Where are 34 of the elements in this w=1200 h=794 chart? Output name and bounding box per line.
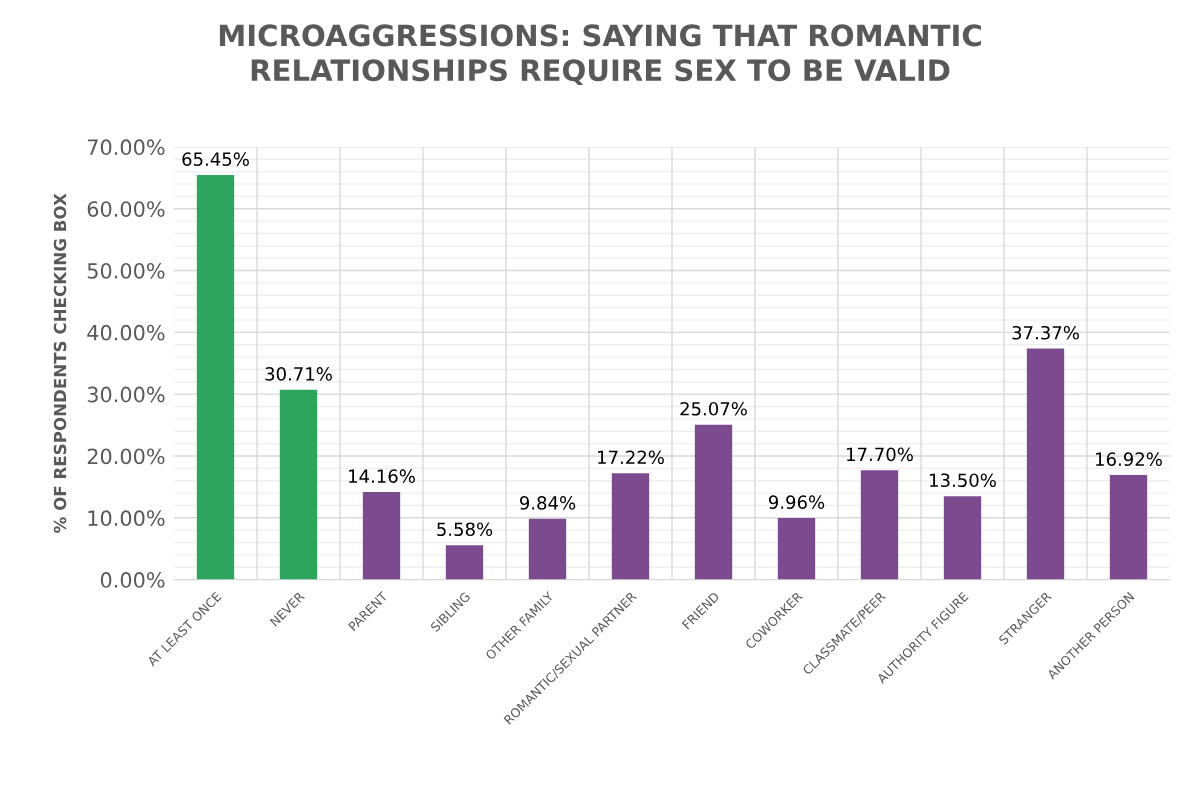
data-label: 30.71% [265, 367, 332, 381]
bar [777, 518, 816, 580]
data-label: 37.37% [1012, 325, 1079, 340]
data-label: 65.45% [182, 152, 249, 166]
bar [528, 518, 567, 580]
data-label: 14.16% [349, 469, 415, 484]
data-label: 17.70% [847, 447, 913, 462]
data-label: 13.50% [930, 473, 996, 488]
y-tick-label: 70.00% [87, 139, 165, 156]
y-tick-label: 60.00% [87, 201, 165, 217]
y-tick-label: 30.00% [87, 386, 165, 403]
bar [196, 175, 235, 580]
data-label: 5.58% [437, 522, 493, 537]
data-label: 9.96% [768, 495, 825, 509]
y-tick-label: 50.00% [87, 262, 165, 279]
bar [611, 473, 650, 580]
bar [1026, 348, 1065, 580]
data-label: 16.92% [1096, 452, 1162, 466]
y-tick-label: 20.00% [87, 448, 165, 465]
y-axis-title: % OF RESPONDENTS CHECKING BOX [53, 193, 67, 533]
bar [1109, 475, 1148, 580]
y-tick-label: 0.00% [100, 572, 165, 588]
bar [445, 545, 484, 580]
data-label: 9.84% [519, 496, 576, 510]
bar [943, 496, 982, 580]
data-label: 25.07% [680, 401, 747, 416]
bar [362, 492, 401, 580]
chart-title: MICROAGGRESSIONS: SAYING THAT ROMANTIC RELATIONSHIPS REQUIRE SEX TO BE VALID [219, 24, 981, 86]
y-tick-label: 40.00% [87, 324, 165, 341]
bar [694, 424, 733, 580]
bar [860, 470, 899, 580]
data-label: 17.22% [598, 450, 664, 465]
bar [279, 389, 318, 580]
y-tick-label: 10.00% [88, 510, 165, 527]
